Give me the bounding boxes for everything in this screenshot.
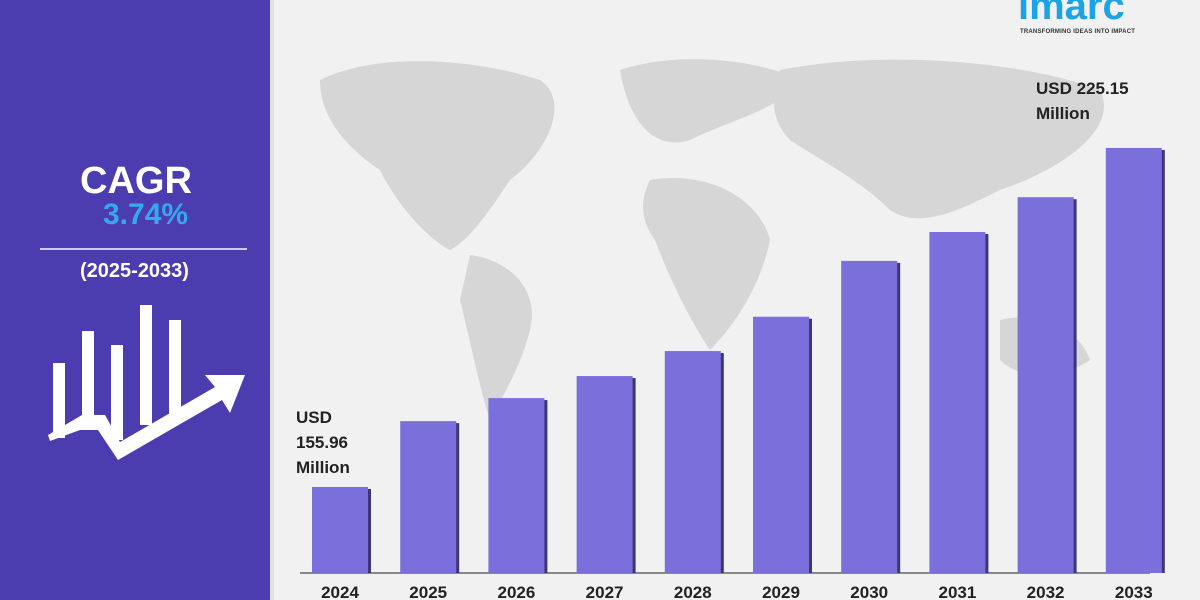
x-tick-label: 2025 [409, 583, 447, 600]
first-label-line1: USD [296, 408, 332, 427]
x-tick-label: 2024 [321, 583, 359, 600]
cagr-value: 3.74% [103, 198, 189, 231]
bar-2025 [400, 421, 457, 573]
bar-2024 [312, 486, 368, 573]
divider [40, 248, 247, 250]
first-label-line2: 155.96 [296, 433, 348, 452]
imarc-logo: imarc [1018, 0, 1125, 28]
x-tick-label: 2031 [938, 583, 976, 600]
first-value-label: USD 155.96 Million [296, 405, 350, 480]
panel-border [270, 0, 274, 600]
bar-2026 [488, 398, 545, 573]
x-tick-label: 2029 [762, 583, 800, 600]
bar-2031 [929, 231, 986, 573]
bar-2032 [1017, 197, 1074, 573]
last-label-line2: Million [1036, 104, 1090, 123]
first-label-line3: Million [296, 458, 350, 477]
world-map-background [320, 59, 1104, 420]
last-label-line1: USD 225.15 [1036, 79, 1129, 98]
last-value-label: USD 225.15 Million [1036, 76, 1129, 126]
x-tick-label: 2033 [1115, 583, 1153, 600]
bar-2028 [664, 351, 721, 573]
bar-2030 [841, 260, 898, 573]
x-tick-label: 2027 [586, 583, 624, 600]
cagr-label: CAGR [80, 160, 192, 202]
bar-2027 [576, 376, 633, 573]
left-panel: CAGR 3.74% (2025-2033) [0, 0, 270, 600]
x-tick-label: 2032 [1027, 583, 1065, 600]
bar-2029 [753, 316, 809, 573]
bar-2033 [1105, 147, 1162, 573]
bar-chart-growth-arrow-icon [48, 305, 245, 460]
x-tick-label: 2030 [850, 583, 888, 600]
logo-tagline: TRANSFORMING IDEAS INTO IMPACT [1020, 29, 1136, 35]
forecast-period: (2025-2033) [80, 260, 189, 282]
x-tick-label: 2026 [497, 583, 535, 600]
x-tick-label: 2028 [674, 583, 712, 600]
